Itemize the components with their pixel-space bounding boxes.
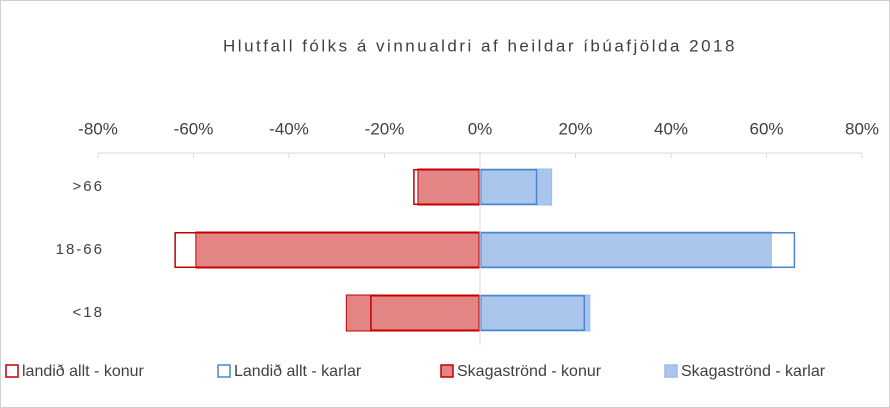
x-tick-label: -20% — [365, 119, 405, 138]
bar — [417, 168, 481, 206]
x-tick-label: -80% — [78, 119, 118, 138]
y-tick-label: >66 — [73, 178, 104, 195]
legend-label: Skagaströnd - karlar — [681, 363, 826, 380]
legend-swatch — [664, 364, 678, 378]
bar — [174, 232, 480, 268]
legend-label: landið allt - konur — [22, 363, 145, 380]
y-tick-label: <18 — [73, 304, 104, 321]
x-tick-label: -60% — [174, 119, 214, 138]
y-tick-label: 18-66 — [56, 241, 104, 258]
chart-title: Hlutfall fólks á vinnualdri af heildar í… — [223, 36, 737, 55]
bar — [480, 169, 538, 205]
legend-label: Skagaströnd - konur — [457, 363, 602, 380]
bar — [479, 231, 772, 269]
bar — [370, 295, 480, 331]
legend-swatch — [5, 364, 19, 378]
x-tick-label: 0% — [468, 119, 493, 138]
x-tick-label: 80% — [845, 119, 879, 138]
x-tick-label: 20% — [558, 119, 592, 138]
bar — [345, 294, 481, 332]
bar — [480, 232, 796, 268]
legend-label: Landið allt - karlar — [234, 363, 362, 380]
x-tick-label: 60% — [749, 119, 783, 138]
x-tick-label: -40% — [269, 119, 309, 138]
legend-swatch — [217, 364, 231, 378]
x-tick-label: 40% — [654, 119, 688, 138]
bar — [195, 231, 481, 269]
bar — [480, 295, 586, 331]
bar — [479, 294, 591, 332]
legend-swatch — [440, 364, 454, 378]
bar — [479, 168, 553, 206]
bar — [413, 169, 480, 205]
